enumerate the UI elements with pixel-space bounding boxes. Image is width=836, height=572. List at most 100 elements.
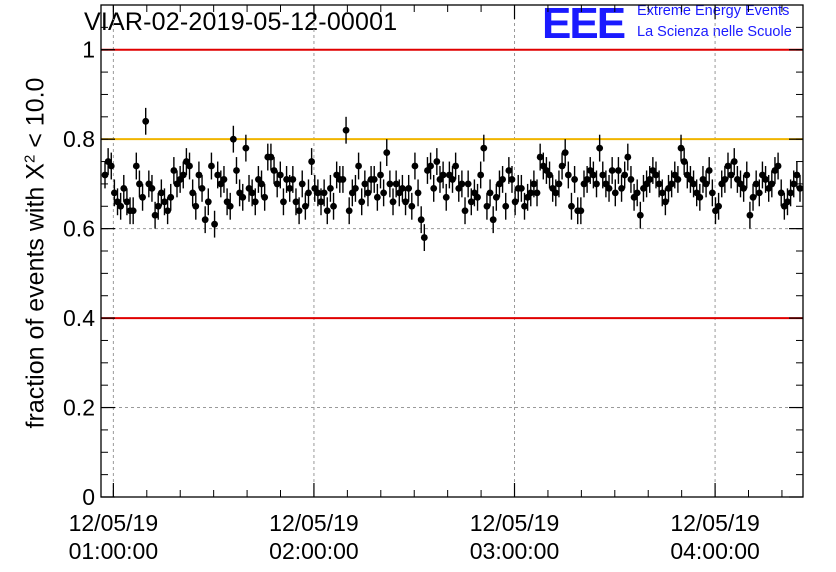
data-point (615, 167, 622, 174)
data-point (129, 207, 137, 215)
data-point (652, 171, 660, 179)
data-point (195, 171, 203, 179)
data-point (386, 180, 394, 188)
axes: 00.20.40.60.8112/05/1901:00:0012/05/1902… (63, 4, 803, 564)
data-point (486, 189, 494, 197)
y-tick-label: 0.2 (63, 395, 95, 421)
data-point (117, 202, 125, 210)
data-point (464, 180, 472, 188)
data-point (521, 202, 528, 210)
data-point (239, 193, 247, 201)
data-point (154, 202, 162, 210)
data-point (286, 184, 294, 192)
data-point (364, 189, 372, 197)
eee-logo: EEE (542, 0, 626, 48)
data-point (599, 171, 607, 179)
data-point (101, 171, 109, 179)
data-point (564, 171, 572, 179)
data-point (608, 167, 616, 174)
data-point (161, 198, 168, 206)
data-point (301, 202, 309, 210)
data-point (690, 180, 697, 188)
data-point (389, 198, 397, 206)
data-point (621, 171, 629, 179)
data-point (377, 171, 384, 179)
data-point (743, 171, 751, 179)
data-point (708, 189, 716, 197)
data-point (727, 171, 735, 179)
data-point (730, 158, 738, 165)
data-point (696, 193, 704, 201)
data-point (420, 234, 428, 241)
data-point (433, 158, 441, 165)
data-point (132, 162, 140, 170)
data-point (752, 180, 760, 188)
data-point (768, 180, 776, 188)
data-point (123, 198, 131, 206)
data-point (605, 184, 613, 192)
data-point (568, 202, 575, 210)
data-point (327, 184, 334, 192)
data-point (380, 189, 388, 197)
data-point (705, 167, 713, 174)
data-series (101, 107, 804, 251)
data-point (179, 171, 187, 179)
data-point (762, 176, 769, 183)
data-point (323, 207, 331, 215)
data-point (430, 184, 438, 192)
data-point (505, 167, 513, 174)
y-tick-label: 0 (82, 484, 95, 510)
data-point (273, 180, 281, 188)
data-point (186, 162, 193, 170)
data-point (289, 176, 297, 183)
data-point (611, 189, 619, 197)
data-point (417, 216, 425, 224)
data-point (214, 171, 222, 179)
data-point (596, 144, 604, 152)
data-point (674, 176, 682, 183)
data-point (715, 202, 723, 210)
data-point (211, 220, 218, 228)
data-point (536, 153, 544, 161)
data-point (399, 184, 406, 192)
data-point (402, 198, 409, 206)
data-point (477, 171, 485, 179)
x-tick-label-date: 12/05/19 (470, 510, 560, 536)
data-point (593, 180, 600, 188)
data-point (120, 184, 128, 192)
data-point (561, 149, 569, 157)
data-point (330, 202, 337, 210)
data-point (355, 162, 362, 170)
data-point (189, 189, 197, 197)
data-point (530, 180, 538, 188)
grid (101, 5, 803, 497)
x-tick-label-time: 03:00:00 (470, 538, 560, 564)
data-point (280, 198, 287, 206)
data-point (270, 167, 278, 174)
data-point (636, 211, 644, 219)
data-point (517, 184, 525, 192)
data-point (655, 180, 663, 188)
data-point (618, 184, 625, 192)
data-point (242, 144, 250, 152)
x-tick-label-date: 12/05/19 (69, 510, 159, 536)
data-point (220, 176, 228, 183)
data-point (558, 162, 566, 170)
data-point (229, 135, 237, 143)
data-point (677, 144, 685, 152)
data-point (370, 176, 378, 183)
data-point (167, 193, 175, 201)
data-point (552, 189, 560, 197)
data-point (295, 207, 303, 215)
data-point (796, 184, 804, 192)
data-point (204, 198, 212, 206)
data-point (499, 176, 506, 183)
data-point (784, 198, 791, 206)
y-tick-label: 0.6 (63, 216, 95, 242)
data-point (755, 189, 763, 197)
data-point (749, 193, 757, 201)
data-point (508, 176, 516, 183)
data-point (571, 176, 578, 183)
data-point (201, 216, 209, 224)
